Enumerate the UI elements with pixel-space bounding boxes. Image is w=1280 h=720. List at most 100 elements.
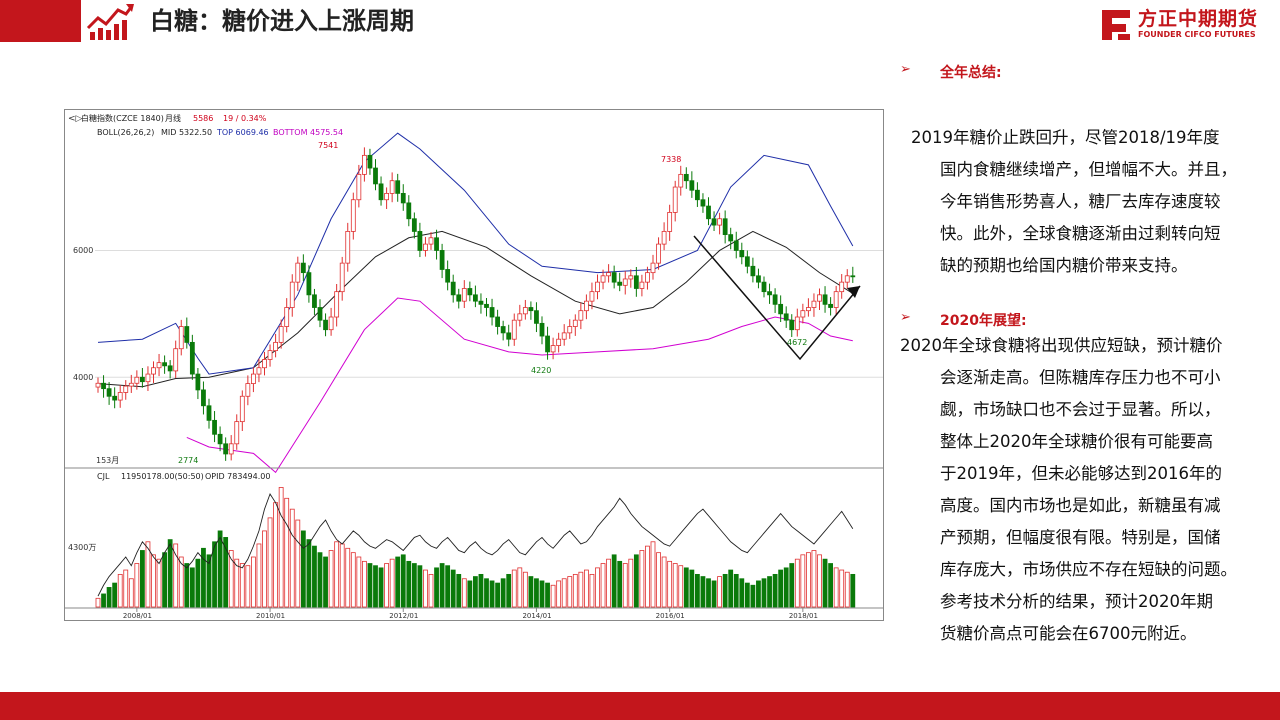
volume-bar <box>411 563 417 608</box>
volume-bar <box>189 567 195 608</box>
candle-body <box>661 231 667 245</box>
sugar-monthly-chart: <▷ 白糖指数(CZCE 1840) 月线 5586 19 / 0.34% BO… <box>64 109 884 621</box>
volume-bar <box>772 573 778 608</box>
volume-bar <box>450 569 456 608</box>
opi-value: OPID 783494.00 <box>205 472 270 481</box>
candle-body <box>195 373 201 391</box>
candle-body <box>672 186 678 213</box>
trend-line <box>693 235 861 361</box>
volume-bar <box>328 550 334 608</box>
volume-bar <box>384 563 390 608</box>
volume-bar <box>156 558 162 608</box>
outlook-line: 2020年全球食糖将出现供应短缺，预计糖价 <box>900 336 1223 355</box>
volume-bar <box>828 563 833 608</box>
volume-bar <box>811 550 817 608</box>
volume-bar <box>539 580 545 608</box>
candle-body <box>678 173 684 188</box>
volume-bar <box>323 556 328 608</box>
volume-bar <box>678 565 684 608</box>
volume-bar <box>750 584 756 608</box>
candle-body <box>495 316 501 327</box>
volume-bar <box>667 560 673 608</box>
candle-body <box>695 189 700 201</box>
x-tick-label: 2014/01 <box>522 612 551 620</box>
volume-bar <box>561 578 567 608</box>
volume-bar <box>306 539 312 608</box>
volume-bar <box>806 552 811 608</box>
volume-bar <box>300 530 306 608</box>
volume-bar <box>278 487 284 608</box>
outlook-line: 会逐渐走高。但陈糖库存压力也不可小 <box>940 368 1221 387</box>
candle-body <box>717 218 722 226</box>
candle-body <box>600 275 606 283</box>
candle-body <box>650 262 656 274</box>
volume-bar <box>373 565 378 608</box>
candle-body <box>839 281 845 293</box>
candle-body <box>467 288 473 296</box>
candle-body <box>339 262 345 293</box>
volume-bar <box>639 550 645 608</box>
volume-bar <box>112 582 118 608</box>
candle-body <box>844 275 850 283</box>
chart-control-icon[interactable]: <▷ <box>68 114 83 124</box>
outlook-line: 库存庞大，市场供应不存在短缺的问题。 <box>940 560 1237 579</box>
candle-body <box>395 180 401 194</box>
candle-body <box>434 237 439 251</box>
volume-bar <box>95 597 101 608</box>
volume-bar <box>767 576 772 608</box>
summary-line: 快。此外，全球食糖逐渐由过剩转向短 <box>940 224 1221 243</box>
volume-bar <box>106 587 112 608</box>
boll-label: BOLL(26,26,2) <box>97 128 154 137</box>
volume-bar <box>495 582 501 608</box>
candle-body <box>478 300 484 305</box>
candle-body <box>489 307 495 318</box>
outlook-heading: ➢ 2020年展望: <box>900 310 1027 329</box>
volume-bar <box>445 565 451 608</box>
candle-body <box>817 294 822 302</box>
candle-body <box>756 275 761 283</box>
candle-body <box>439 250 445 270</box>
volume-bar <box>606 558 611 608</box>
boll-mid-line <box>97 230 854 388</box>
outlook-line: 参考技术分析的结果，预计2020年期 <box>940 592 1213 611</box>
annotation-low-2018: 4672 <box>787 338 807 347</box>
annotation-high-2016: 7338 <box>661 155 681 164</box>
volume-bar <box>706 578 711 608</box>
volume-bar <box>584 569 589 608</box>
volume-bar <box>134 563 140 608</box>
candle-body <box>561 332 567 340</box>
volume-bar <box>262 530 267 608</box>
volume-bar <box>695 573 700 608</box>
candle-body <box>262 359 267 369</box>
candle-body <box>484 303 489 308</box>
candle-body <box>317 307 323 321</box>
summary-paragraph: 2019年糖价止跌回升，尽管2018/19年度 国内食糖继续增产，但增幅不大。并… <box>898 122 1274 282</box>
volume-bar <box>567 576 573 608</box>
volume-bar <box>467 580 473 608</box>
candle-body <box>761 281 767 293</box>
candle-body <box>323 319 328 331</box>
outlook-line: 产预期，但幅度很有限。特别是，国储 <box>940 528 1221 547</box>
volume-bar <box>284 497 290 608</box>
boll-top-line <box>97 132 854 375</box>
candle-body <box>250 373 256 384</box>
volume-bar <box>406 560 412 608</box>
candle-body <box>267 350 273 360</box>
volume-bar <box>534 578 539 608</box>
volume-bar <box>167 539 173 608</box>
outlook-line: 货糖价高点可能会在6700元附近。 <box>940 624 1197 643</box>
volume-bar <box>173 543 179 608</box>
volume-bar <box>506 573 512 608</box>
volume-bar <box>689 569 695 608</box>
candle-body <box>811 300 817 308</box>
volume-bar <box>700 576 706 608</box>
candle-body <box>228 443 234 455</box>
candle-body <box>806 307 811 312</box>
candle-body <box>800 310 806 318</box>
rising-chart-icon <box>86 4 134 40</box>
candle-body <box>162 362 167 367</box>
volume-bar <box>201 547 206 608</box>
candle-body <box>511 319 517 340</box>
candle-body <box>617 281 623 286</box>
volume-bar <box>528 576 534 608</box>
